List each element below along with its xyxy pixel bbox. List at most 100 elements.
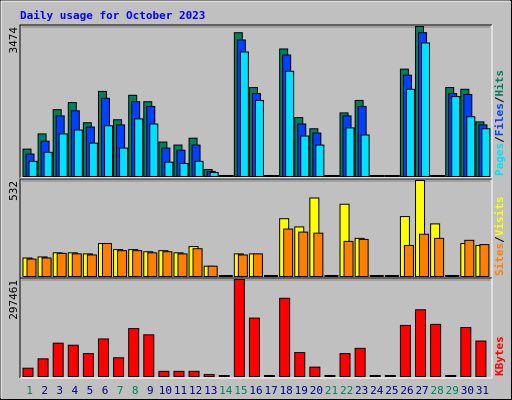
bar [43,151,53,177]
bar [360,134,370,178]
bar [481,128,491,178]
bar [268,275,279,277]
bar [209,171,219,177]
bar [188,370,200,377]
bar [67,344,79,377]
x-tick-label: 4 [72,384,79,397]
bar [324,375,336,377]
bar [373,275,384,277]
bar [300,135,310,178]
bar [117,250,128,278]
bar [88,142,98,178]
x-tick-label: 13 [204,384,217,397]
bar [345,127,355,177]
panel-bevel [19,24,492,178]
bar [315,144,325,177]
panel-bevel [19,277,492,378]
legend-separator: / [493,136,506,143]
bar [313,232,324,278]
bar [22,367,34,377]
bar [177,253,188,277]
bar [466,116,476,177]
bar [421,42,431,178]
bar [430,323,442,378]
x-tick-label: 30 [461,384,474,397]
x-tick-label: 23 [355,384,368,397]
x-tick-label: 1 [26,384,33,397]
bar [218,375,230,377]
bar [103,125,113,177]
bar [283,228,294,277]
bar [173,370,185,377]
bar [248,317,260,377]
bar [464,239,475,277]
x-tick-label: 16 [249,384,262,397]
legend: Pages/Files/Hits [493,70,506,176]
x-tick-label: 5 [87,384,94,397]
bar [113,357,125,378]
bar [390,175,400,177]
bar [41,257,52,277]
bar [479,244,490,278]
bar [279,297,291,378]
bar [252,253,263,277]
bar [403,245,414,277]
bar [239,51,249,177]
bar [369,375,381,377]
legend-entry: Hits [493,70,506,97]
y-tick-label: 3474 [7,27,20,54]
x-tick-label: 6 [102,384,109,397]
bar [294,352,306,378]
x-tick-label: 17 [264,384,277,397]
bar [162,251,173,277]
x-tick-label: 7 [117,384,124,397]
bar [298,231,309,278]
bar [192,248,203,277]
bar [237,254,248,277]
bar [309,366,321,378]
bar [285,70,295,177]
x-tick-label: 14 [219,384,233,397]
bar [194,160,204,177]
legend-entry: Visits [493,197,506,237]
bar [203,373,215,377]
legend-entry: Sites [493,243,506,276]
bar [434,237,445,278]
bar [449,275,460,277]
bar [207,265,218,278]
bar [254,99,264,177]
bar [354,347,366,377]
bar [436,175,446,177]
bar [128,328,140,377]
bar [339,353,351,378]
bar [147,252,158,277]
chart-title: Daily usage for October 2023 [20,9,205,22]
x-tick-label: 27 [415,384,428,397]
bar [475,340,487,378]
y-tick-label: 532 [7,181,20,201]
x-tick-label: 19 [295,384,308,397]
x-tick-label: 11 [174,384,187,397]
legend-separator: / [493,96,506,103]
bar [101,243,112,278]
bar [375,175,385,177]
bar [358,238,369,278]
x-tick-label: 2 [41,384,48,397]
legend-entry: Pages [493,143,506,176]
bar [56,252,67,278]
y-tick-label: 297461 [7,280,20,320]
bar [415,309,427,377]
bar [330,175,340,177]
bar [451,96,461,177]
x-tick-label: 15 [234,384,247,397]
bar [164,161,174,177]
bar [384,375,396,377]
legend-entry: Files [493,103,506,136]
bar [399,324,411,377]
bar [149,123,159,177]
bar [119,147,129,177]
bar [97,338,109,377]
x-tick-label: 29 [446,384,459,397]
bar [222,275,233,277]
bar [405,88,415,177]
